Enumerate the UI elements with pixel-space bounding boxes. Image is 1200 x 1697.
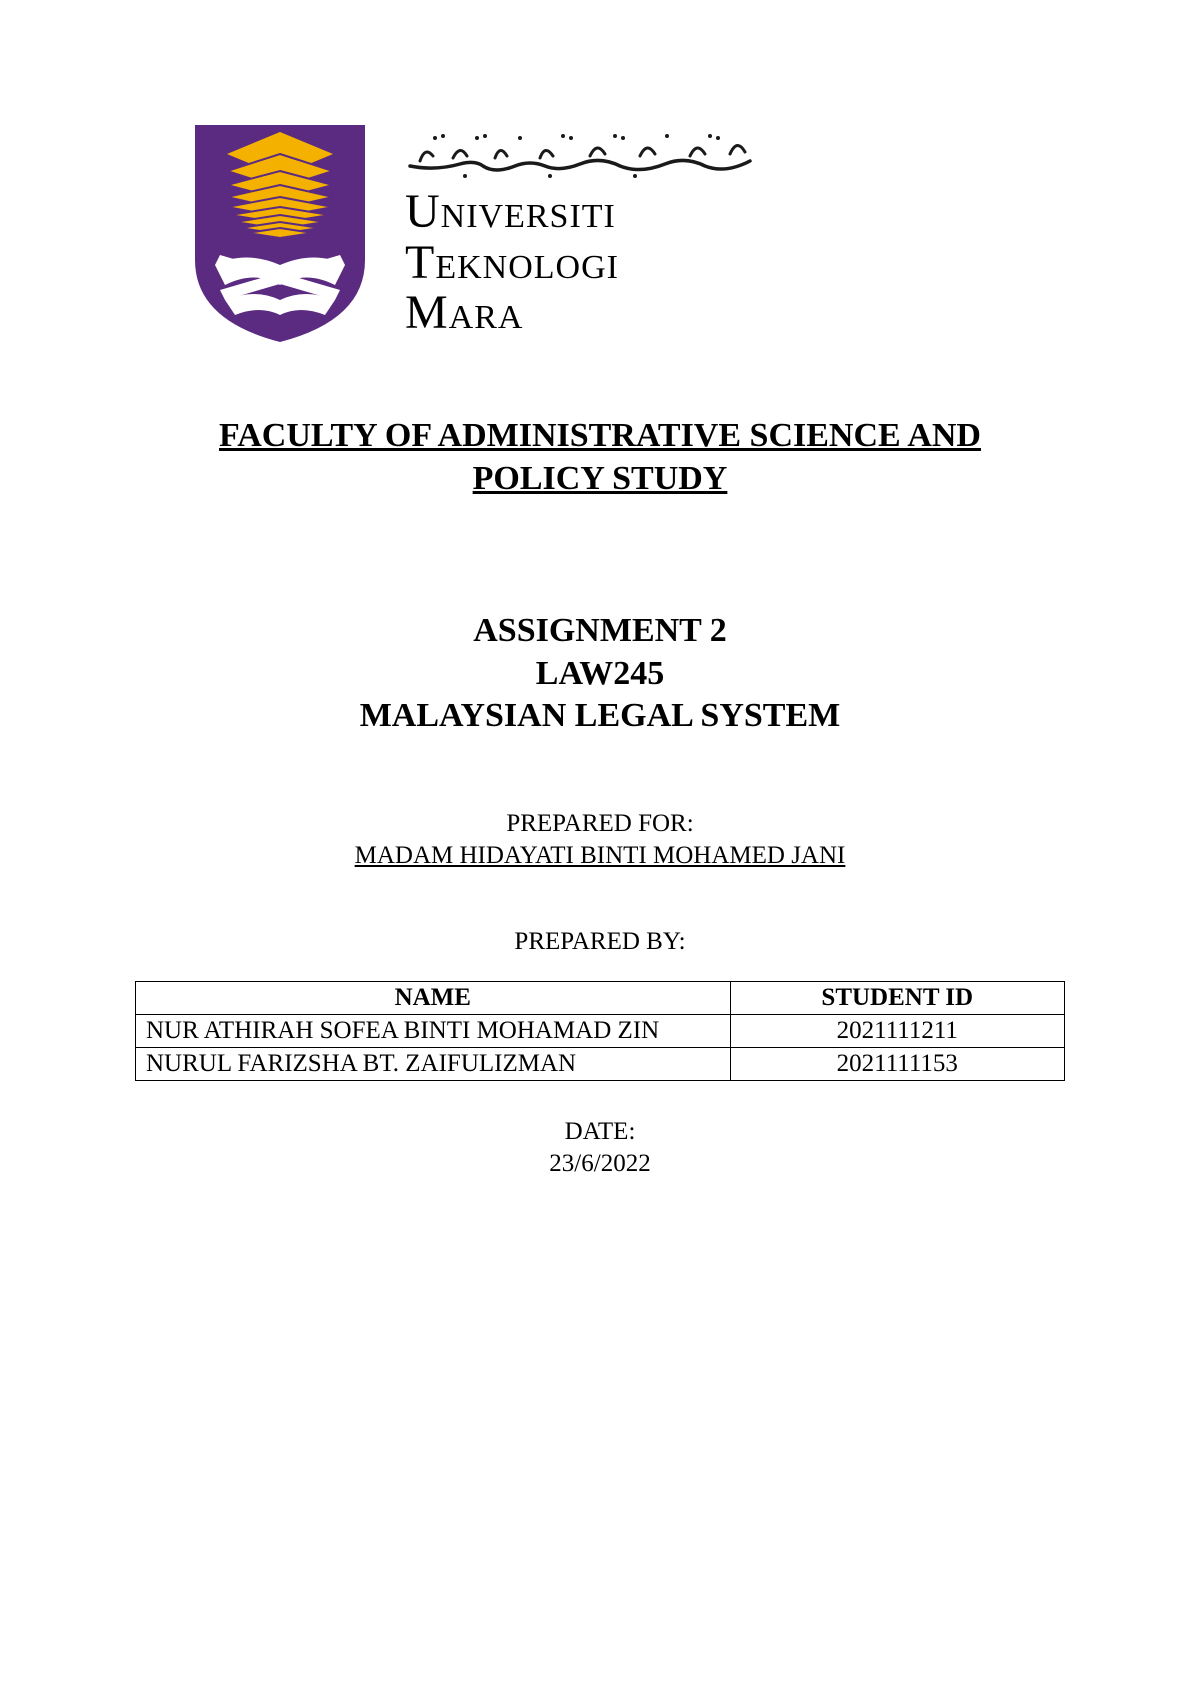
uni-line1: Universiti <box>405 185 616 238</box>
cell-id: 2021111153 <box>730 1047 1064 1080</box>
uni-line3: Mara <box>405 286 523 339</box>
jawi-script <box>405 126 755 181</box>
cell-id: 2021111211 <box>730 1014 1064 1047</box>
university-logo-block: Universiti Teknologi Mara <box>185 120 1065 345</box>
cell-name: NUR ATHIRAH SOFEA BINTI MOHAMAD ZIN <box>136 1014 731 1047</box>
assignment-line3: MALAYSIAN LEGAL SYSTEM <box>135 695 1065 738</box>
university-name-block: Universiti Teknologi Mara <box>405 126 755 338</box>
faculty-line1: FACULTY OF ADMINISTRATIVE SCIENCE AND <box>135 415 1065 458</box>
table-row: NUR ATHIRAH SOFEA BINTI MOHAMAD ZIN 2021… <box>136 1014 1065 1047</box>
assignment-title: ASSIGNMENT 2 LAW245 MALAYSIAN LEGAL SYST… <box>135 610 1065 738</box>
prepared-for-block: PREPARED FOR: MADAM HIDAYATI BINTI MOHAM… <box>135 808 1065 873</box>
uitm-shield-logo <box>185 120 375 345</box>
header-name: NAME <box>136 981 731 1014</box>
students-table: NAME STUDENT ID NUR ATHIRAH SOFEA BINTI … <box>135 981 1065 1081</box>
date-block: DATE: 23/6/2022 <box>135 1116 1065 1181</box>
date-value: 23/6/2022 <box>135 1148 1065 1181</box>
faculty-line2: POLICY STUDY <box>135 458 1065 501</box>
university-name-text: Universiti Teknologi Mara <box>405 187 755 338</box>
table-header-row: NAME STUDENT ID <box>136 981 1065 1014</box>
date-label: DATE: <box>135 1116 1065 1149</box>
table-row: NURUL FARIZSHA BT. ZAIFULIZMAN 202111115… <box>136 1047 1065 1080</box>
uni-line2: Teknologi <box>405 236 619 289</box>
prepared-for-label: PREPARED FOR: <box>135 808 1065 841</box>
header-id: STUDENT ID <box>730 981 1064 1014</box>
cell-name: NURUL FARIZSHA BT. ZAIFULIZMAN <box>136 1047 731 1080</box>
assignment-line2: LAW245 <box>135 653 1065 696</box>
prepared-for-name: MADAM HIDAYATI BINTI MOHAMED JANI <box>135 840 1065 873</box>
faculty-title: FACULTY OF ADMINISTRATIVE SCIENCE AND PO… <box>135 415 1065 500</box>
prepared-by-label: PREPARED BY: <box>135 928 1065 956</box>
assignment-line1: ASSIGNMENT 2 <box>135 610 1065 653</box>
